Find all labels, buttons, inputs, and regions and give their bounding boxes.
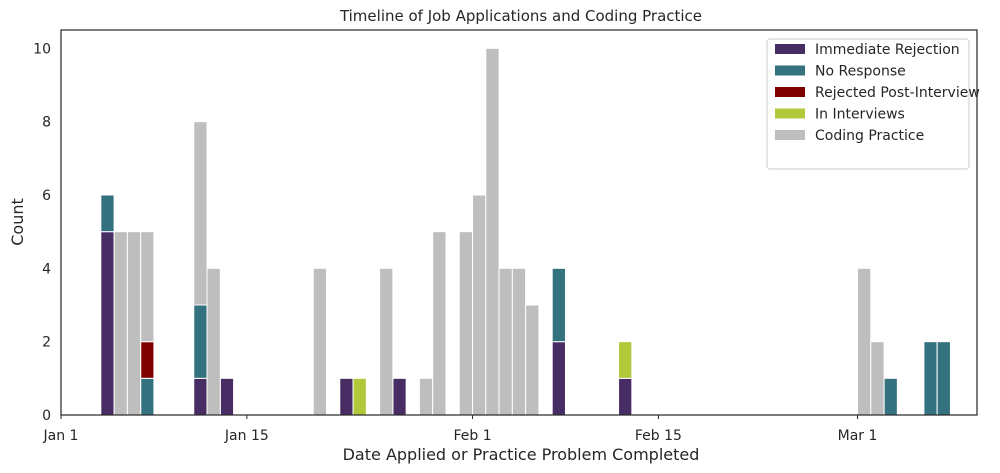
bar-immediate-rejection-2024-01-04: [100, 231, 115, 416]
x-tick-label: Feb 15: [635, 428, 682, 444]
y-axis-ticks: 0 2 4 6 8 10: [33, 41, 51, 424]
legend-label: No Response: [815, 64, 906, 80]
bar-immediate-rejection-2024-01-22: [339, 377, 354, 416]
bar-coding-practice-2024-01-28: [418, 377, 434, 416]
legend-swatch: [775, 44, 805, 54]
bar-coding-practice-2024-01-29: [432, 231, 447, 416]
bar-immediate-rejection-2024-02-12: [618, 377, 633, 416]
bar-coding-practice-2024-01-07: [140, 231, 155, 343]
x-axis-label: Date Applied or Practice Problem Complet…: [343, 445, 700, 464]
bar-no-response-2024-01-07: [140, 377, 155, 416]
legend-label: Immediate Rejection: [815, 42, 960, 58]
bar-coding-practice-2024-01-05: [113, 231, 128, 416]
bar-immediate-rejection-2024-01-26: [392, 377, 407, 416]
bar-coding-practice-2024-01-25: [379, 267, 394, 416]
y-tick-label: 6: [42, 188, 51, 204]
x-axis-ticks: Jan 1 Jan 15 Feb 1 Feb 15 Mar 1: [43, 415, 878, 444]
bar-in-interviews-2024-02-12: [618, 341, 633, 379]
legend-label: Coding Practice: [815, 128, 924, 144]
bar-immediate-rejection-2024-01-13: [219, 377, 235, 416]
bar-no-response-2024-03-07: [936, 341, 951, 416]
y-tick-label: 0: [42, 408, 51, 424]
bar-in-interviews-2024-01-23: [352, 377, 367, 416]
y-tick-label: 8: [42, 115, 51, 131]
y-axis-label: Count: [8, 198, 27, 246]
y-tick-label: 4: [42, 261, 51, 277]
bar-coding-practice-2024-01-31: [458, 231, 474, 416]
legend-swatch: [775, 130, 805, 140]
bar-immediate-rejection-2024-01-11: [193, 377, 208, 416]
bar-coding-practice-2024-02-01: [472, 194, 487, 416]
x-tick-label: Jan 15: [224, 428, 269, 444]
legend-swatch: [775, 108, 805, 119]
bar-coding-practice-2024-03-02: [870, 341, 885, 416]
bar-no-response-2024-01-04: [100, 194, 115, 233]
bar-coding-practice-2024-02-03: [498, 267, 513, 416]
bars-layer: [100, 47, 951, 416]
bar-no-response-2024-03-06: [923, 341, 938, 416]
legend-label: Rejected Post-Interview: [815, 85, 980, 101]
plot-frame: [60, 29, 978, 416]
bar-coding-practice-2024-01-20: [312, 267, 328, 416]
chart-title: Timeline of Job Applications and Coding …: [339, 7, 702, 25]
bar-rejected-post-interview-2024-01-07: [140, 341, 155, 379]
y-tick-label: 2: [42, 335, 51, 351]
bar-no-response-2024-03-03: [883, 377, 898, 416]
bar-coding-practice-2024-03-01: [857, 267, 872, 416]
legend-label: In Interviews: [815, 107, 905, 123]
bar-immediate-rejection-2024-02-07: [551, 341, 566, 416]
y-tick-label: 10: [33, 41, 51, 57]
x-tick-label: Mar 1: [838, 428, 878, 444]
legend: Immediate Rejection No Response Rejected P…: [766, 38, 980, 170]
bar-coding-practice-2024-02-04: [511, 267, 527, 416]
x-tick-label: Jan 1: [43, 428, 79, 444]
x-tick-label: Feb 1: [453, 428, 491, 444]
legend-swatch: [775, 65, 805, 76]
bar-coding-practice-2024-01-06: [126, 231, 142, 416]
bar-coding-practice-2024-01-12: [206, 267, 221, 416]
bar-no-response-2024-01-11: [193, 304, 208, 379]
bar-coding-practice-2024-01-11: [193, 121, 208, 306]
bar-no-response-2024-02-07: [551, 267, 566, 343]
bar-coding-practice-2024-02-05: [525, 304, 540, 416]
bar-coding-practice-2024-02-02: [485, 47, 500, 416]
legend-box: [766, 38, 970, 170]
legend-swatch: [775, 87, 805, 97]
